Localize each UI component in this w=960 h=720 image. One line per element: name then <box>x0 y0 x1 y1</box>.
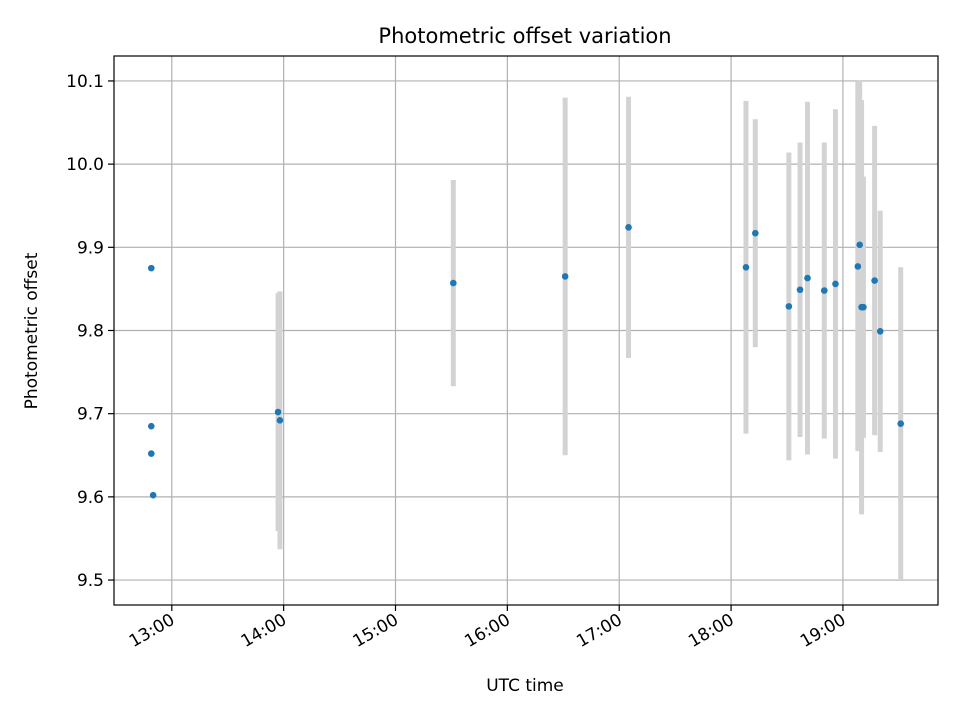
data-point <box>752 229 759 237</box>
data-point <box>854 263 862 270</box>
data-point <box>561 273 569 280</box>
data-point <box>876 328 884 335</box>
data-point <box>897 420 905 427</box>
data-point <box>274 408 282 416</box>
y-axis-label: Photometric offset <box>22 252 42 409</box>
y-tick-label: 9.9 <box>77 238 104 258</box>
y-axis-ticks: 9.5 9.6 9.7 9.8 9.9 10.0 10.1 <box>66 72 114 591</box>
y-tick-label: 10.1 <box>66 72 104 92</box>
data-point <box>804 274 811 282</box>
chart-title: Photometric offset variation <box>378 24 671 48</box>
data-point <box>149 491 157 499</box>
data-point <box>147 450 155 457</box>
data-point <box>856 241 864 249</box>
y-tick-label: 9.7 <box>77 405 104 425</box>
data-point <box>832 280 839 288</box>
y-tick-label: 9.8 <box>77 322 104 342</box>
data-point <box>147 422 155 430</box>
data-point <box>449 279 457 287</box>
data-point <box>820 287 828 294</box>
data-points <box>147 224 905 499</box>
data-point <box>147 264 155 272</box>
data-point <box>276 417 284 424</box>
data-point <box>785 303 793 310</box>
data-point <box>860 303 867 311</box>
y-tick-label: 10.0 <box>66 155 104 175</box>
y-tick-label: 9.5 <box>77 571 104 591</box>
data-point <box>871 277 878 284</box>
y-tick-label: 9.6 <box>77 488 104 508</box>
data-point <box>796 286 804 294</box>
data-point <box>742 263 750 271</box>
x-axis-label: UTC time <box>486 676 564 696</box>
data-point <box>625 224 632 231</box>
